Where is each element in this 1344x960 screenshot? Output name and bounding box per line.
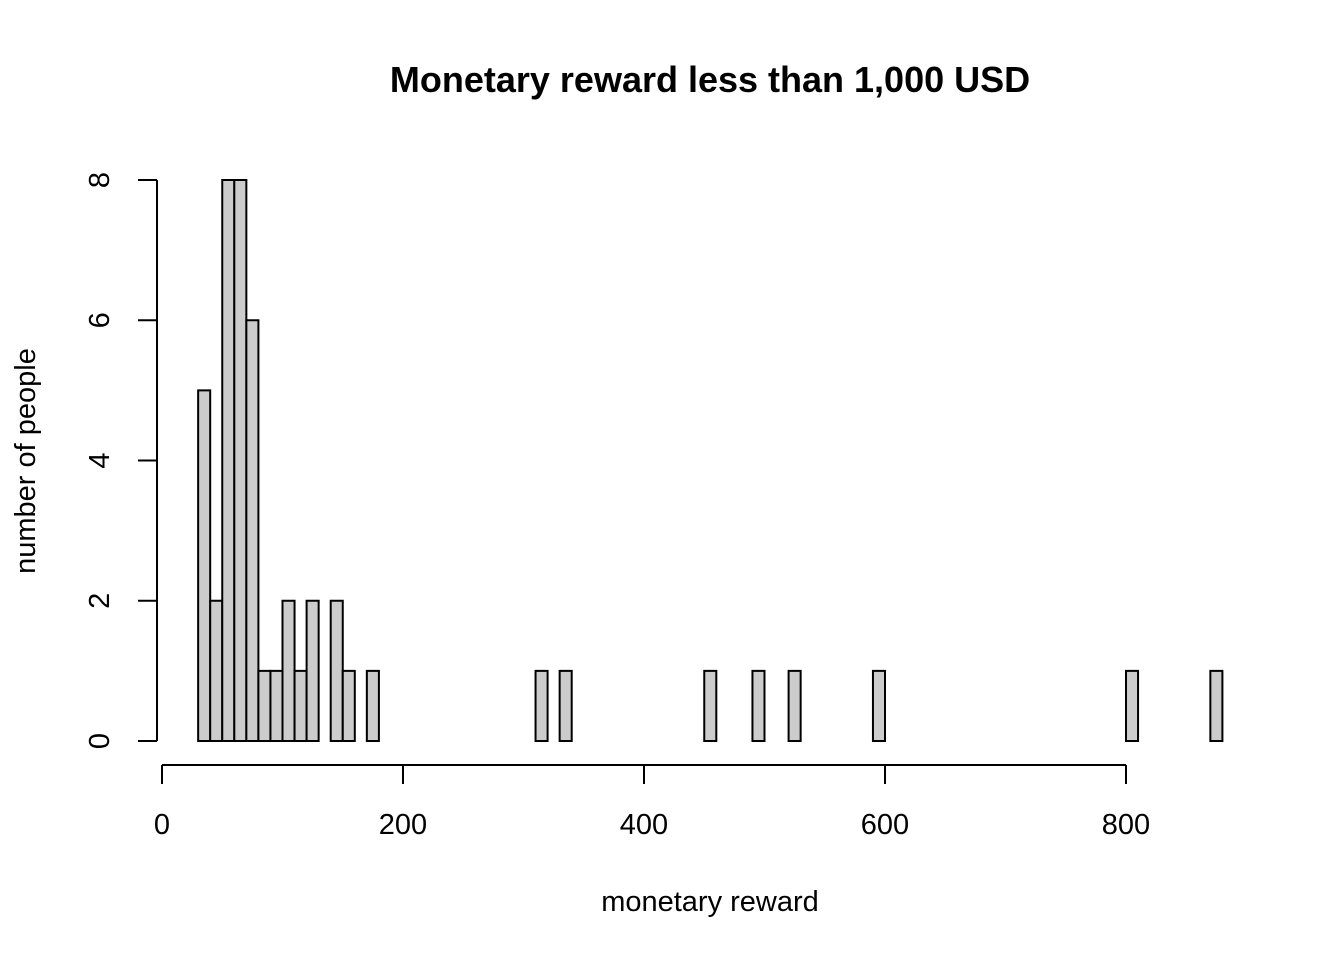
histogram-bar <box>257 669 272 743</box>
histogram-bar <box>534 669 549 743</box>
histogram-bar <box>1125 669 1140 743</box>
y-tick-label: 8 <box>84 172 116 188</box>
x-tick-label: 600 <box>861 809 909 841</box>
x-axis-ticks: 0 200 400 600 800 <box>154 765 1150 841</box>
y-axis-ticks: 0 2 4 6 8 <box>84 172 157 749</box>
histogram-bar <box>751 669 766 743</box>
histogram-bar <box>197 389 212 743</box>
y-tick-label: 2 <box>84 593 116 609</box>
histogram-bar <box>703 669 718 743</box>
bars-group <box>197 179 1224 743</box>
histogram-bar <box>871 669 887 743</box>
x-axis-label: monetary reward <box>601 886 819 918</box>
histogram-bar <box>209 599 224 742</box>
y-tick-label: 6 <box>84 312 116 328</box>
x-tick-label: 400 <box>620 809 668 841</box>
histogram-bar <box>245 319 260 742</box>
x-tick-label: 0 <box>154 809 170 841</box>
histogram-bar <box>305 599 320 742</box>
histogram-bar <box>1209 669 1224 743</box>
histogram-bar <box>329 599 344 742</box>
histogram-bar <box>293 669 308 743</box>
y-tick-label: 0 <box>84 733 116 749</box>
histogram-bar <box>787 669 802 743</box>
histogram-bar <box>233 179 248 742</box>
y-axis-label: number of people <box>10 348 42 574</box>
histogram-bar <box>281 599 296 742</box>
histogram-bar <box>221 179 236 742</box>
x-tick-label: 200 <box>379 809 427 841</box>
y-tick-label: 4 <box>84 452 116 468</box>
histogram-bar <box>365 669 380 743</box>
chart-title: Monetary reward less than 1,000 USD <box>390 59 1030 100</box>
x-tick-label: 800 <box>1102 809 1150 841</box>
histogram-bar <box>341 669 356 743</box>
histogram-bar <box>269 669 284 743</box>
histogram-bar <box>558 669 573 743</box>
